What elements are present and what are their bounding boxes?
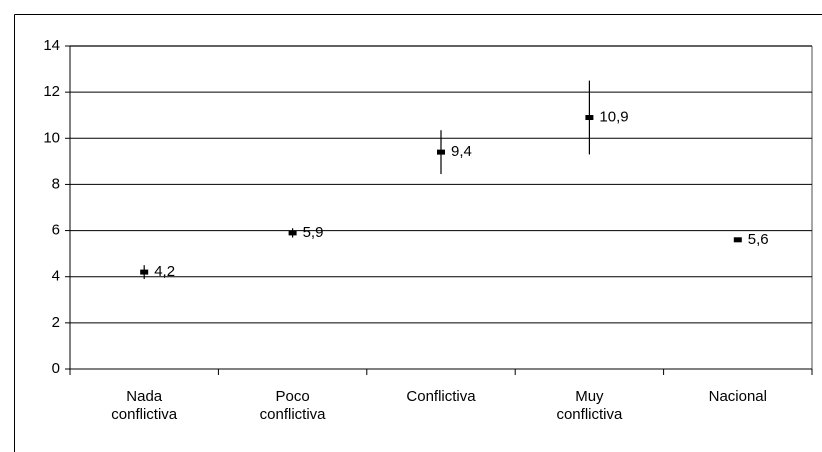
x-tick-label: Conflictiva: [406, 388, 476, 405]
value-label: 5,9: [303, 224, 324, 241]
value-label: 9,4: [451, 143, 472, 160]
x-tick-label: Nada: [126, 388, 163, 405]
value-label: 5,6: [748, 231, 769, 248]
y-tick-label: 12: [43, 83, 60, 100]
y-tick-label: 10: [43, 129, 60, 146]
point: [437, 149, 445, 155]
y-tick-label: 0: [52, 360, 60, 377]
value-label: 4,2: [154, 263, 175, 280]
point: [585, 115, 594, 121]
x-tick-label: Muy: [575, 388, 604, 405]
x-tick-label: conflictiva: [556, 406, 623, 423]
y-tick-label: 2: [52, 314, 60, 331]
y-tick-label: 8: [52, 175, 60, 192]
y-tick-label: 14: [43, 37, 60, 54]
value-label: 10,9: [599, 108, 628, 125]
x-tick-label: conflictiva: [260, 406, 327, 423]
point: [288, 230, 297, 236]
point: [140, 269, 149, 275]
x-tick-label: Poco: [275, 388, 309, 405]
y-tick-label: 6: [52, 222, 60, 239]
x-tick-label: Nacional: [709, 388, 767, 405]
y-tick-label: 4: [52, 268, 60, 285]
x-tick-label: conflictiva: [111, 406, 178, 423]
point: [733, 237, 742, 243]
